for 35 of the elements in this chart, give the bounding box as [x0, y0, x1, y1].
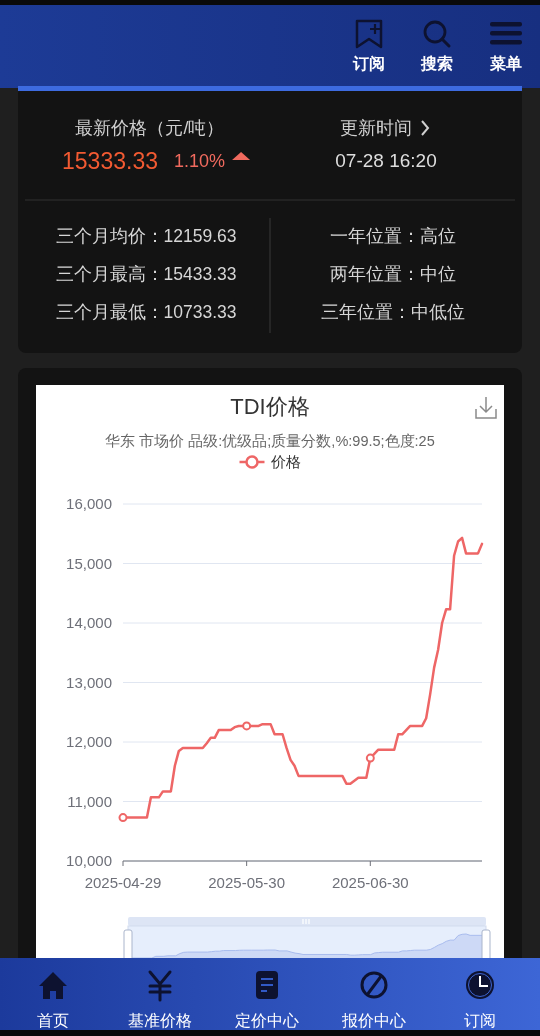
chart-title: TDI价格	[230, 394, 310, 419]
y-tick-label: 13,000	[66, 673, 112, 691]
point	[118, 813, 128, 823]
y-tick-label: 14,000	[66, 614, 112, 631]
y-tick-label: 16,000	[66, 495, 112, 512]
text: 基准价格	[128, 1012, 192, 1029]
text: 三年位置：中低位	[321, 302, 465, 322]
text: 更新时间	[340, 118, 412, 138]
text: 07-28 16:20	[335, 150, 437, 171]
text: 订阅	[464, 1012, 496, 1029]
y-tick-label: 15,000	[66, 554, 112, 572]
text: 两年位置：中位	[330, 264, 456, 284]
text: 订阅	[352, 55, 385, 72]
y-tick-label: 10,000	[66, 852, 112, 869]
text: 三个月均价：12159.63	[55, 226, 237, 246]
chart-subtitle: 华东 市场价 品级:优级品;质量分数,%:99.5;色度:25	[105, 433, 435, 449]
text: 菜单	[489, 55, 522, 72]
text: 报价中心	[341, 1012, 406, 1029]
text: 定价中心	[235, 1012, 299, 1029]
text: 一年位置：高位	[330, 226, 456, 246]
legend-label: 价格	[269, 453, 301, 470]
text: 搜索	[420, 55, 453, 72]
text: 15333.33	[62, 148, 158, 174]
x-tick-label: 2025-05-30	[208, 874, 286, 891]
point	[365, 753, 375, 763]
text: 最新价格（元/吨）	[75, 118, 225, 138]
text: 三个月最高：15433.33	[55, 264, 237, 284]
text: 首页	[37, 1012, 69, 1029]
text: 三个月最低：10733.33	[55, 302, 237, 322]
y-tick-label: 11,000	[67, 792, 112, 810]
x-tick-label: 2025-04-29	[84, 874, 162, 891]
point	[242, 721, 252, 731]
y-tick-label: 12,000	[66, 733, 112, 750]
text: 1.10%	[174, 151, 226, 171]
x-tick-label: 2025-06-30	[331, 874, 409, 891]
